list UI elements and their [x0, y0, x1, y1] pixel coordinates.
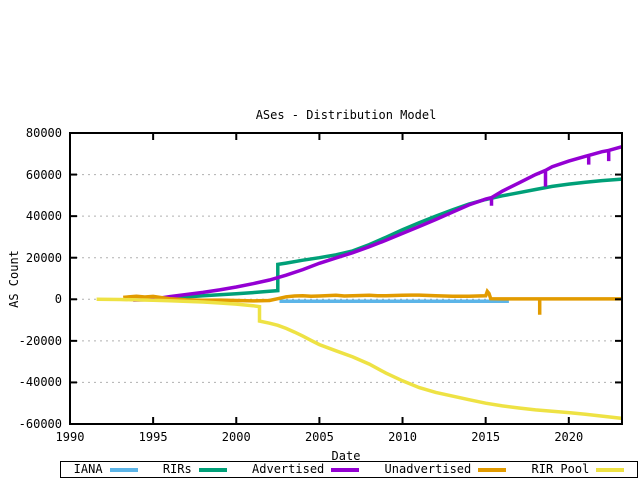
y-tick-label: -40000 [18, 375, 62, 390]
legend-label: Advertised [252, 462, 325, 476]
legend: IANA RIRs Advertised Unadvertised RIR Pool [60, 461, 638, 478]
y-tick-label: 60000 [25, 167, 62, 182]
legend-label: IANA [73, 462, 103, 476]
x-axis-label: Date [331, 449, 361, 463]
x-tick-label: 2005 [304, 430, 334, 444]
legend-item-iana: IANA [74, 463, 138, 476]
x-tick-label: 2015 [471, 430, 501, 444]
legend-label: Unadvertised [384, 462, 472, 476]
legend-swatch [331, 467, 360, 472]
plot-border [69, 132, 623, 425]
series-line-rirs [141, 177, 623, 301]
legend-swatch [198, 467, 227, 472]
legend-item-advertised: Advertised [252, 462, 360, 476]
series-line-advertised [133, 145, 623, 302]
y-tick-label: 80000 [25, 126, 62, 140]
legend-item-rir-pool: RIR Pool [532, 463, 625, 476]
x-tick-label: 2000 [221, 430, 251, 444]
x-tick-label: 2010 [388, 430, 417, 444]
legend-label: RIRs [162, 462, 192, 476]
y-tick-label: 0 [54, 292, 62, 307]
legend-label: RIR Pool [531, 462, 590, 476]
x-tick-label: 1995 [138, 430, 168, 444]
series-line-rir-pool [96, 297, 623, 421]
x-tick-label: 2020 [554, 430, 584, 444]
legend-swatch [478, 467, 507, 472]
legend-item-unadvertised: Unadvertised [385, 463, 507, 476]
legend-item-rirs: RIRs [163, 463, 227, 476]
legend-swatch [109, 467, 138, 472]
y-tick-label: 20000 [25, 250, 62, 265]
legend-swatch [596, 467, 625, 472]
series-line-unadvertised [123, 287, 622, 315]
chart-title: ASes - Distribution Model [255, 108, 437, 122]
x-tick-label: 1990 [55, 430, 85, 444]
y-tick-label: -60000 [18, 417, 62, 431]
y-tick-label: -20000 [18, 333, 62, 348]
y-tick-label: 40000 [25, 209, 62, 224]
